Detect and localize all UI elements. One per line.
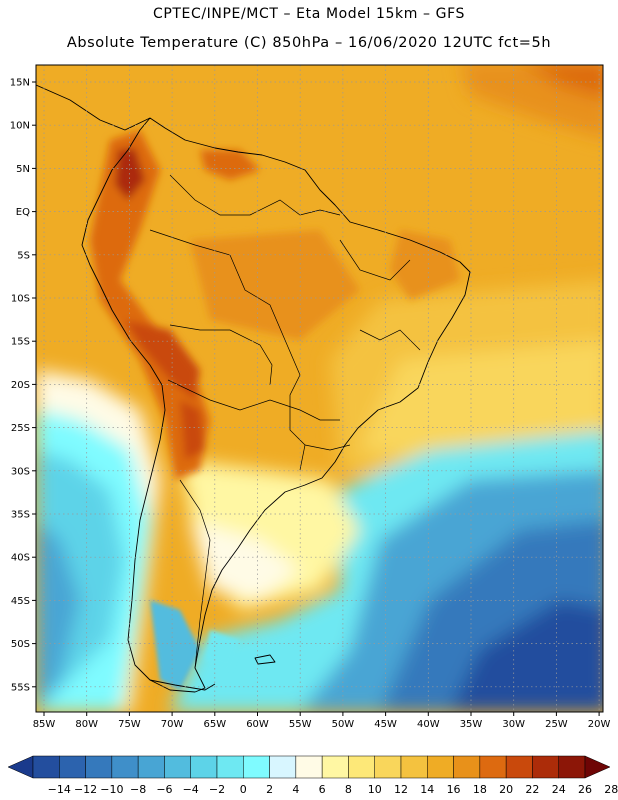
colorbar-label: −6 xyxy=(156,783,172,796)
colorbar-swatch xyxy=(32,755,60,779)
lon-tick-label: 65W xyxy=(203,719,226,730)
colorbar-swatch xyxy=(269,755,297,779)
colorbar-swatch xyxy=(243,755,270,779)
colorbar-swatch xyxy=(216,755,244,779)
colorbar-swatch xyxy=(85,755,113,779)
colorbar-swatch xyxy=(453,755,481,779)
lat-tick-label: 30S xyxy=(11,466,30,477)
colorbar-swatch xyxy=(532,755,559,779)
colorbar-swatch xyxy=(321,755,349,779)
lon-tick-label: 70W xyxy=(161,719,184,730)
colorbar-label: 20 xyxy=(499,783,513,796)
colorbar-label: −8 xyxy=(130,783,146,796)
lon-tick-label: 80W xyxy=(75,719,98,730)
lat-tick-label: 45S xyxy=(11,596,30,607)
lon-tick-label: 85W xyxy=(33,719,56,730)
lon-tick-label: 25W xyxy=(545,719,568,730)
colorbar-label: 0 xyxy=(240,783,247,796)
lon-tick-label: 20W xyxy=(588,719,611,730)
lon-tick-label: 75W xyxy=(118,719,141,730)
lat-tick-label: 5N xyxy=(16,164,30,175)
longitude-axis: 85W 80W 75W 70W 65W 60W 55W 50W 45W 40W 35W 30W 25W 2… xyxy=(33,712,611,730)
lon-tick-label: 55W xyxy=(289,719,312,730)
lat-tick-label: 40S xyxy=(11,553,30,564)
colorbar-label: −4 xyxy=(183,783,199,796)
colorbar-swatch xyxy=(505,755,533,779)
colorbar-label: 10 xyxy=(368,783,382,796)
colorbar-label: 18 xyxy=(473,783,487,796)
colorbar-swatch xyxy=(164,755,191,779)
lon-tick-label: 30W xyxy=(502,719,525,730)
map-title-line2: Absolute Temperature (C) 850hPa – 16/06/… xyxy=(66,35,552,51)
colorbar-swatch xyxy=(190,755,218,779)
lat-tick-label: 55S xyxy=(11,682,30,693)
colorbar-label: 8 xyxy=(345,783,352,796)
lat-tick-label: 15N xyxy=(10,78,30,89)
colorbar-swatch xyxy=(374,755,402,779)
colorbar-swatch xyxy=(479,755,507,779)
colorbar-label: 14 xyxy=(420,783,434,796)
lon-tick-label: 60W xyxy=(246,719,269,730)
lon-tick-label: 40W xyxy=(417,719,440,730)
country-borders xyxy=(149,174,421,669)
lat-tick-label: 10S xyxy=(11,294,30,305)
colorbar-label: 4 xyxy=(292,783,299,796)
colorbar-label: 12 xyxy=(394,783,408,796)
lon-tick-label: 45W xyxy=(374,719,397,730)
lat-tick-label: 15S xyxy=(11,337,30,348)
colorbar-label: 28 xyxy=(604,783,618,796)
colorbar-swatch xyxy=(295,755,323,779)
map-title-line1: CPTEC/INPE/MCT – Eta Model 15km – GFS xyxy=(152,6,466,22)
colorbar-swatch xyxy=(400,755,428,779)
color-scale-bar: −14 −12 −10 −8 −6 −4 −2 0 2 4 6 8 10 12 14 16 18 20 22 24 26… xyxy=(7,755,618,796)
lon-tick-label: 50W xyxy=(332,719,355,730)
coastlines xyxy=(36,84,471,693)
colorbar-underflow-arrow xyxy=(7,755,34,779)
colorbar-swatch xyxy=(137,755,165,779)
colorbar-label: −2 xyxy=(209,783,225,796)
colorbar-label: −14 xyxy=(48,783,71,796)
map-frame xyxy=(35,64,604,713)
colorbar-label: 2 xyxy=(266,783,273,796)
colorbar-swatch xyxy=(427,755,454,779)
lat-tick-label: EQ xyxy=(16,207,30,218)
colorbar-label: 6 xyxy=(319,783,326,796)
colorbar-label: 22 xyxy=(525,783,539,796)
colorbar-swatch xyxy=(59,755,86,779)
colorbar-label: −12 xyxy=(74,783,97,796)
colorbar-swatch xyxy=(558,755,586,779)
latitude-axis: 15N 10N 5N EQ 5S 10S 15S 20S 25S 30S 35S 40S 45S 50S 5… xyxy=(10,78,36,693)
colorbar-label: 24 xyxy=(552,783,566,796)
lat-tick-label: 35S xyxy=(11,510,30,521)
colorbar-overflow-arrow xyxy=(584,755,611,779)
lat-tick-label: 25S xyxy=(11,423,30,434)
lon-tick-label: 35W xyxy=(460,719,483,730)
colorbar-label: 16 xyxy=(447,783,461,796)
graticule xyxy=(36,65,603,712)
colorbar-label: −10 xyxy=(100,783,123,796)
lat-tick-label: 50S xyxy=(11,639,30,650)
lat-tick-label: 10N xyxy=(10,121,30,132)
colorbar-swatch xyxy=(348,755,375,779)
lat-tick-label: 20S xyxy=(11,380,30,391)
colorbar-swatch xyxy=(111,755,139,779)
colorbar-label: 26 xyxy=(578,783,592,796)
lat-tick-label: 5S xyxy=(17,250,30,261)
